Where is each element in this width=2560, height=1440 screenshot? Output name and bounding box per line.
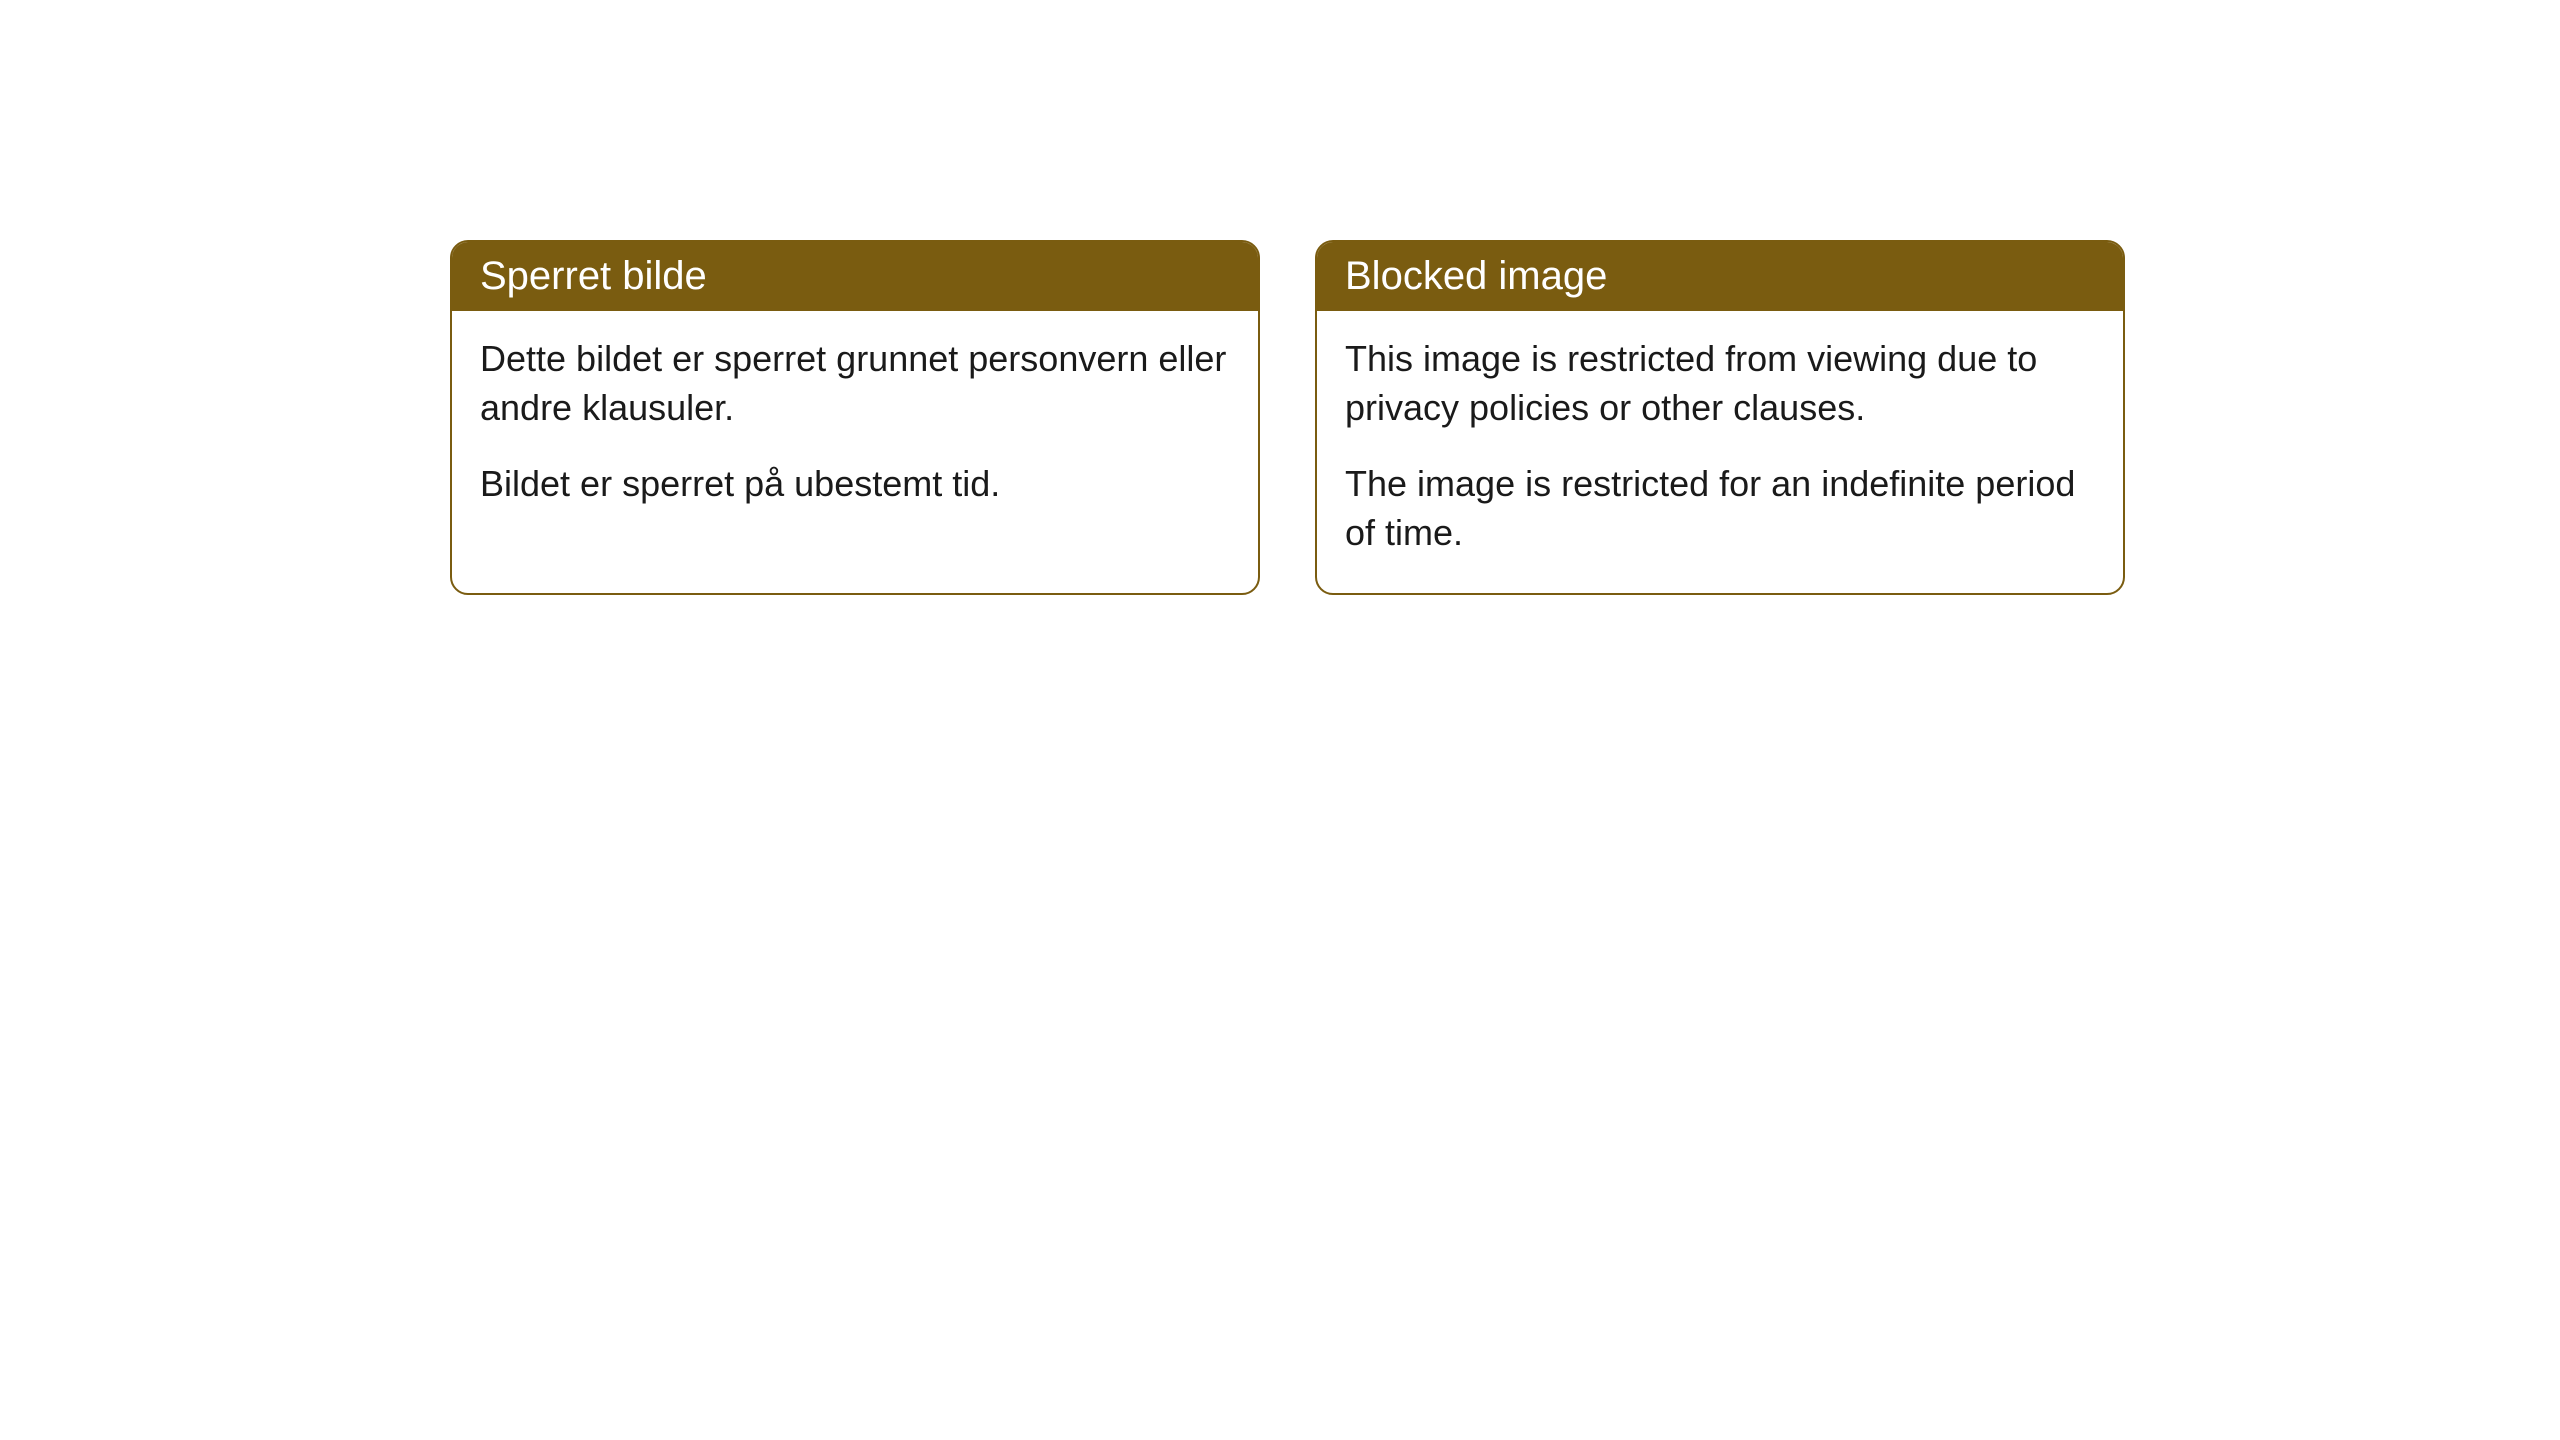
card-body-en: This image is restricted from viewing du… bbox=[1317, 311, 2123, 593]
card-para2-no: Bildet er sperret på ubestemt tid. bbox=[480, 460, 1230, 509]
blocked-image-card-no: Sperret bilde Dette bildet er sperret gr… bbox=[450, 240, 1260, 595]
card-body-no: Dette bildet er sperret grunnet personve… bbox=[452, 311, 1258, 545]
card-title-en: Blocked image bbox=[1317, 242, 2123, 311]
card-title-no: Sperret bilde bbox=[452, 242, 1258, 311]
card-para1-en: This image is restricted from viewing du… bbox=[1345, 335, 2095, 432]
card-para1-no: Dette bildet er sperret grunnet personve… bbox=[480, 335, 1230, 432]
notice-container: Sperret bilde Dette bildet er sperret gr… bbox=[0, 0, 2560, 595]
card-para2-en: The image is restricted for an indefinit… bbox=[1345, 460, 2095, 557]
blocked-image-card-en: Blocked image This image is restricted f… bbox=[1315, 240, 2125, 595]
